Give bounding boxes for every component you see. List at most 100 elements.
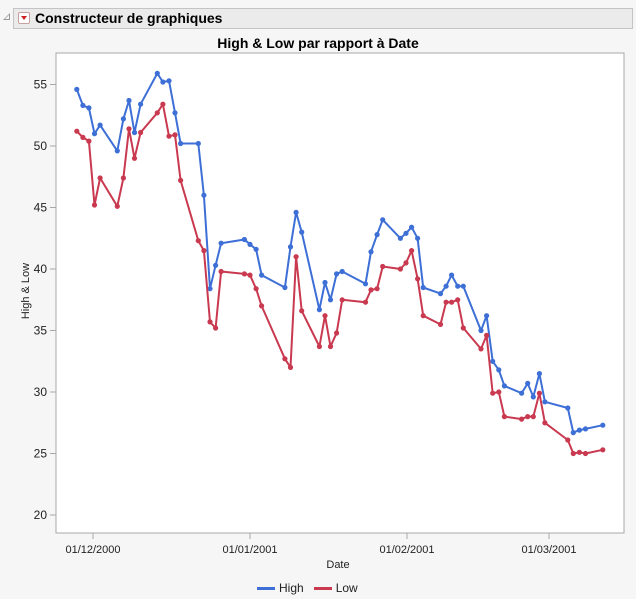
- data-point-low[interactable]: [172, 132, 178, 138]
- data-point-high[interactable]: [420, 284, 426, 291]
- data-point-high[interactable]: [565, 405, 571, 411]
- data-point-low[interactable]: [253, 286, 259, 292]
- data-point-low[interactable]: [97, 175, 103, 181]
- data-point-low[interactable]: [460, 325, 466, 331]
- data-point-high[interactable]: [138, 101, 144, 107]
- data-point-high[interactable]: [166, 78, 172, 84]
- data-point-high[interactable]: [600, 422, 606, 428]
- data-point-high[interactable]: [172, 110, 178, 116]
- data-point-low[interactable]: [316, 343, 322, 350]
- data-point-low[interactable]: [478, 346, 484, 352]
- data-point-low[interactable]: [420, 313, 426, 319]
- data-point-low[interactable]: [207, 319, 213, 325]
- data-point-high[interactable]: [582, 426, 589, 432]
- data-point-low[interactable]: [536, 390, 543, 396]
- data-point-high[interactable]: [322, 279, 328, 286]
- data-point-low[interactable]: [570, 450, 576, 457]
- data-point-low[interactable]: [322, 313, 328, 319]
- data-point-high[interactable]: [437, 291, 444, 297]
- data-point-low[interactable]: [241, 271, 247, 277]
- data-point-low[interactable]: [201, 248, 207, 254]
- data-point-low[interactable]: [114, 203, 120, 209]
- data-point-high[interactable]: [449, 272, 455, 278]
- data-point-high[interactable]: [201, 192, 207, 198]
- data-point-high[interactable]: [327, 297, 334, 303]
- data-point-high[interactable]: [484, 313, 490, 319]
- data-point-high[interactable]: [570, 430, 576, 436]
- data-point-low[interactable]: [339, 297, 345, 303]
- data-point-low[interactable]: [213, 325, 219, 331]
- data-point-high[interactable]: [374, 232, 380, 238]
- data-point-low[interactable]: [397, 266, 403, 272]
- data-point-high[interactable]: [287, 244, 294, 250]
- data-point-low[interactable]: [600, 447, 606, 453]
- data-point-low[interactable]: [80, 134, 86, 140]
- data-point-low[interactable]: [154, 110, 160, 116]
- data-point-high[interactable]: [455, 283, 461, 289]
- data-point-high[interactable]: [259, 272, 265, 278]
- data-point-low[interactable]: [259, 303, 265, 309]
- data-point-high[interactable]: [80, 102, 86, 108]
- data-point-high[interactable]: [241, 236, 247, 243]
- data-point-low[interactable]: [484, 332, 490, 338]
- data-point-high[interactable]: [316, 307, 322, 313]
- data-point-low[interactable]: [293, 254, 299, 260]
- data-point-high[interactable]: [415, 235, 421, 241]
- data-point-high[interactable]: [460, 283, 466, 289]
- data-point-low[interactable]: [91, 202, 98, 208]
- data-point-high[interactable]: [120, 116, 126, 122]
- data-point-high[interactable]: [380, 217, 386, 223]
- data-point-high[interactable]: [131, 129, 138, 136]
- data-point-high[interactable]: [362, 281, 369, 287]
- data-point-high[interactable]: [368, 249, 374, 255]
- data-point-low[interactable]: [86, 138, 92, 144]
- data-point-high[interactable]: [496, 367, 502, 373]
- data-point-low[interactable]: [195, 238, 201, 244]
- data-point-high[interactable]: [339, 268, 345, 275]
- data-point-low[interactable]: [490, 390, 496, 396]
- data-point-low[interactable]: [582, 450, 589, 457]
- data-point-low[interactable]: [501, 414, 507, 420]
- data-point-low[interactable]: [565, 437, 571, 443]
- data-point-high[interactable]: [409, 224, 415, 230]
- data-point-low[interactable]: [449, 299, 455, 305]
- data-point-high[interactable]: [97, 122, 103, 128]
- data-point-high[interactable]: [525, 380, 531, 386]
- data-point-high[interactable]: [293, 209, 299, 215]
- data-point-high[interactable]: [478, 327, 484, 334]
- data-point-low[interactable]: [496, 389, 502, 395]
- data-point-high[interactable]: [114, 148, 120, 154]
- data-point-low[interactable]: [443, 299, 449, 305]
- data-point-low[interactable]: [437, 321, 444, 327]
- disclosure-triangle-icon[interactable]: [3, 13, 10, 20]
- data-point-high[interactable]: [397, 235, 403, 241]
- data-point-low[interactable]: [120, 175, 126, 181]
- data-point-low[interactable]: [160, 101, 166, 107]
- data-point-high[interactable]: [530, 394, 536, 400]
- data-point-high[interactable]: [86, 105, 92, 111]
- data-point-low[interactable]: [138, 129, 144, 136]
- data-point-high[interactable]: [334, 271, 340, 277]
- data-point-low[interactable]: [247, 272, 253, 278]
- data-point-high[interactable]: [126, 97, 132, 104]
- data-point-low[interactable]: [131, 155, 138, 161]
- data-point-low[interactable]: [409, 248, 415, 254]
- data-point-high[interactable]: [501, 383, 507, 389]
- data-point-low[interactable]: [299, 308, 305, 314]
- data-point-high[interactable]: [160, 79, 166, 85]
- data-point-low[interactable]: [525, 414, 531, 420]
- data-point-low[interactable]: [519, 416, 525, 422]
- data-point-low[interactable]: [327, 343, 334, 350]
- data-point-low[interactable]: [334, 330, 340, 336]
- data-point-low[interactable]: [374, 286, 380, 292]
- data-point-low[interactable]: [126, 126, 132, 132]
- data-point-high[interactable]: [253, 246, 259, 252]
- legend-item-high[interactable]: High: [257, 581, 304, 595]
- data-point-high[interactable]: [536, 371, 543, 377]
- data-point-low[interactable]: [368, 287, 374, 293]
- data-point-low[interactable]: [455, 297, 461, 303]
- data-point-high[interactable]: [282, 284, 288, 291]
- data-point-low[interactable]: [74, 128, 80, 134]
- data-point-low[interactable]: [362, 299, 369, 305]
- data-point-high[interactable]: [154, 70, 160, 76]
